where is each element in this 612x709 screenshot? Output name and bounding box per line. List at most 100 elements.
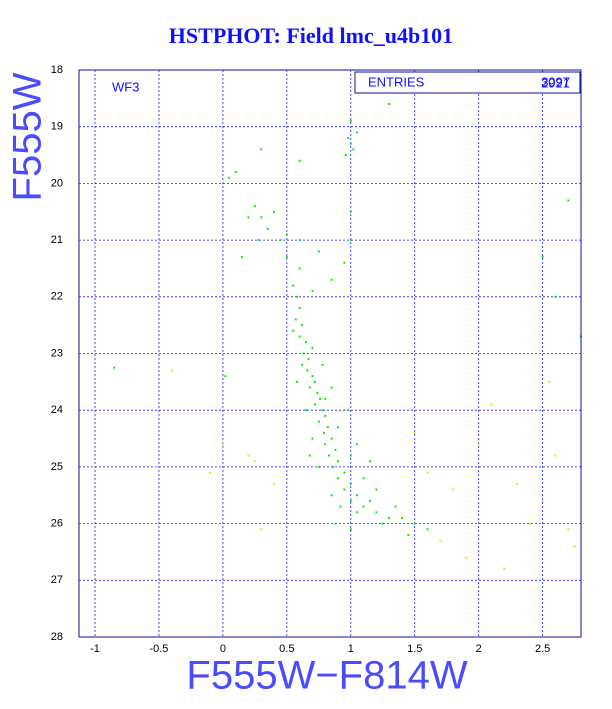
y-tick-label: 23 xyxy=(51,347,63,359)
point xyxy=(347,137,350,140)
point xyxy=(339,505,342,508)
point xyxy=(362,505,365,508)
point xyxy=(209,471,212,474)
point xyxy=(301,324,304,327)
point xyxy=(324,397,327,400)
point xyxy=(260,528,263,531)
point xyxy=(311,290,314,293)
point xyxy=(296,380,299,383)
point xyxy=(328,454,331,457)
point xyxy=(247,454,250,457)
point xyxy=(292,329,295,332)
point xyxy=(313,380,316,383)
point xyxy=(253,460,256,463)
stats-label: ENTRIES xyxy=(368,74,425,89)
point xyxy=(257,239,260,242)
point xyxy=(266,227,269,230)
point xyxy=(311,346,314,349)
point xyxy=(321,409,324,412)
point xyxy=(324,443,327,446)
point xyxy=(567,528,570,531)
point xyxy=(224,375,227,378)
point xyxy=(334,522,337,525)
point xyxy=(298,159,301,162)
point xyxy=(247,216,250,219)
point xyxy=(349,499,352,502)
point xyxy=(306,369,309,372)
point xyxy=(285,233,288,236)
point xyxy=(336,426,339,429)
point xyxy=(234,171,237,174)
point xyxy=(316,392,319,395)
stats-box xyxy=(354,71,581,94)
point xyxy=(322,431,325,434)
plot-area: 18 19 20 21 22 23 24 25 26 27 28 -1 -0.5 0 0.5 1 1.5 2 2.5 xyxy=(51,64,582,655)
point xyxy=(368,460,371,463)
point xyxy=(273,210,276,213)
point xyxy=(273,482,276,485)
point xyxy=(343,471,346,474)
point xyxy=(317,465,320,468)
point xyxy=(113,366,116,369)
y-tick-label: 28 xyxy=(51,631,63,643)
point xyxy=(313,403,316,406)
point xyxy=(452,488,455,491)
point xyxy=(294,318,297,321)
point xyxy=(503,567,506,570)
x-tick-label: 1 xyxy=(348,643,354,655)
chart-title: HSTPHOT: Field lmc_u4b101 xyxy=(169,23,453,48)
point xyxy=(344,154,347,157)
y-tick-label: 21 xyxy=(51,234,63,246)
point xyxy=(317,420,320,423)
y-tick-label: 19 xyxy=(51,121,63,133)
point xyxy=(334,448,337,451)
point xyxy=(381,522,384,525)
point xyxy=(349,454,352,457)
point xyxy=(302,352,305,355)
point xyxy=(292,284,295,287)
y-tick-label: 18 xyxy=(51,64,63,76)
point xyxy=(349,142,352,145)
point xyxy=(407,533,410,536)
point xyxy=(343,261,346,264)
point xyxy=(426,528,429,531)
point xyxy=(554,295,557,298)
x-tick-label: 2 xyxy=(476,643,482,655)
point xyxy=(394,505,397,508)
y-tick-label: 20 xyxy=(51,177,63,189)
point xyxy=(528,522,531,525)
point xyxy=(343,409,346,412)
point xyxy=(464,556,467,559)
point xyxy=(356,131,359,134)
y-tick-label: 22 xyxy=(51,291,63,303)
point xyxy=(305,409,308,412)
point xyxy=(311,437,314,440)
point xyxy=(490,403,493,406)
point xyxy=(336,477,339,480)
point xyxy=(298,335,301,338)
point xyxy=(477,443,480,446)
point xyxy=(308,386,311,389)
point xyxy=(439,539,442,542)
point xyxy=(548,380,551,383)
point xyxy=(253,205,256,208)
point xyxy=(321,363,324,366)
point xyxy=(301,363,304,366)
y-axis-label: F555W xyxy=(6,72,50,201)
point xyxy=(330,278,333,281)
point xyxy=(573,545,576,548)
point xyxy=(285,256,288,259)
point xyxy=(356,443,359,446)
point xyxy=(170,369,173,372)
point xyxy=(362,477,365,480)
point xyxy=(324,414,327,417)
point xyxy=(356,494,359,497)
point xyxy=(307,358,310,361)
point xyxy=(298,267,301,270)
point xyxy=(228,176,231,179)
point xyxy=(426,471,429,474)
point xyxy=(330,437,333,440)
x-tick-label: 1.5 xyxy=(407,643,422,655)
point xyxy=(241,256,244,259)
